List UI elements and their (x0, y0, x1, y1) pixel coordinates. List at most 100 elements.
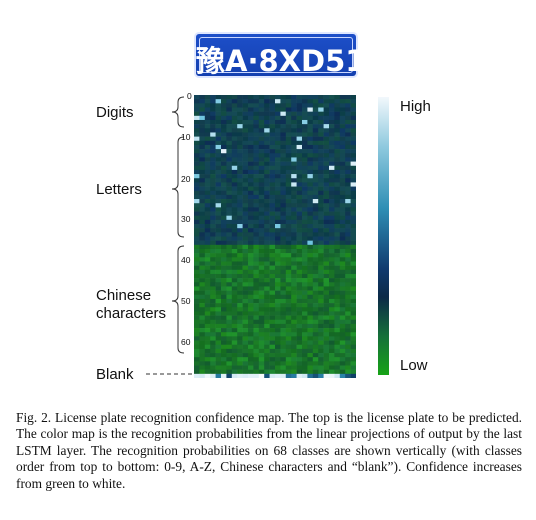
heatmap-cell (221, 211, 227, 216)
heatmap-cell (323, 307, 330, 312)
heatmap-cell (318, 199, 324, 204)
heatmap-cell (307, 348, 314, 354)
heatmap-cell (215, 315, 222, 321)
heatmap-cell (226, 336, 233, 341)
heatmap-cell (275, 323, 281, 329)
heatmap-cell (248, 240, 254, 246)
heatmap-cell (350, 373, 356, 378)
heatmap-cell (291, 99, 297, 104)
heatmap-cell (226, 95, 233, 100)
heatmap-cell (199, 248, 206, 254)
heatmap-cell (253, 298, 260, 304)
heatmap-cell (264, 174, 270, 179)
heatmap-cell (312, 161, 319, 167)
heatmap-cell (221, 319, 227, 325)
heatmap-cell (194, 182, 200, 187)
heatmap-cell (237, 307, 243, 312)
heatmap-cell (199, 178, 206, 183)
heatmap-cell (280, 194, 287, 200)
heatmap-cell (210, 336, 216, 341)
heatmap-cell (275, 136, 281, 142)
heatmap-cell (329, 261, 335, 266)
heatmap-cell (345, 307, 351, 312)
heatmap-cell (291, 336, 297, 341)
heatmap-cell (269, 224, 276, 229)
heatmap-cell (345, 169, 351, 175)
heatmap-cell (199, 124, 206, 129)
heatmap-cell (307, 361, 314, 366)
heatmap-cell (318, 224, 324, 229)
heatmap-cell (329, 199, 335, 204)
heatmap-cell (248, 95, 254, 100)
heatmap-cell (312, 107, 319, 112)
heatmap-cell (350, 199, 356, 204)
heatmap-cell (210, 119, 216, 125)
heatmap-cell (345, 282, 351, 287)
heatmap-cell (194, 174, 200, 179)
heatmap-cell (226, 307, 233, 312)
heatmap-cell (296, 111, 303, 117)
heatmap-cell (237, 136, 243, 142)
heatmap-cell (269, 178, 276, 183)
heatmap-cell (318, 186, 324, 192)
heatmap-cell (350, 228, 356, 233)
heatmap-cell (302, 103, 308, 108)
heatmap-cell (199, 328, 206, 333)
heatmap-cell (237, 144, 243, 150)
heatmap-cell (329, 290, 335, 296)
heatmap-cell (237, 99, 243, 104)
heatmap-cell (248, 111, 254, 117)
heatmap-cell (258, 207, 265, 212)
heatmap-cell (258, 248, 265, 254)
heatmap-cell (264, 311, 270, 316)
heatmap-cell (237, 298, 243, 304)
heatmap-cell (318, 290, 324, 296)
heatmap-cell (302, 99, 308, 104)
heatmap-cell (329, 273, 335, 279)
heatmap-cell (334, 103, 341, 108)
heatmap-cell (318, 340, 324, 345)
heatmap-cell (264, 199, 270, 204)
heatmap-cell (350, 340, 356, 345)
heatmap-cell (334, 278, 341, 283)
heatmap-cell (345, 332, 351, 337)
heatmap-cell (350, 115, 356, 121)
heatmap-cell (350, 257, 356, 262)
heatmap-cell (231, 294, 238, 300)
heatmap-cell (210, 95, 216, 100)
heatmap-cell (275, 282, 281, 287)
heatmap-cell (204, 95, 211, 100)
heatmap-cell (345, 165, 351, 171)
heatmap-cell (210, 369, 216, 375)
heatmap-cell (329, 136, 335, 142)
heatmap-cell (302, 373, 308, 378)
heatmap-cell (210, 99, 216, 104)
heatmap-cell (258, 169, 265, 175)
heatmap-cell (291, 199, 297, 204)
heatmap-cell (285, 211, 292, 216)
heatmap-cell (307, 161, 314, 167)
heatmap-cell (307, 103, 314, 108)
heatmap-cell (329, 240, 335, 246)
heatmap-cell (253, 169, 260, 175)
heatmap-cell (210, 103, 216, 108)
heatmap-cell (280, 353, 287, 358)
heatmap-cell (280, 224, 287, 229)
heatmap-cell (285, 224, 292, 229)
heatmap-cell (253, 124, 260, 129)
heatmap-cell (264, 282, 270, 287)
heatmap-cell (345, 224, 351, 229)
heatmap-cell (312, 361, 319, 366)
heatmap-cell (323, 182, 330, 187)
heatmap-cell (296, 323, 303, 329)
heatmap-cell (291, 303, 297, 308)
heatmap-cell (215, 157, 222, 162)
heatmap-cell (334, 219, 341, 225)
heatmap-cell (204, 336, 211, 341)
heatmap-cell (307, 153, 314, 158)
heatmap-cell (280, 257, 287, 262)
heatmap-cell (329, 332, 335, 337)
heatmap-cell (302, 344, 308, 350)
heatmap-cell (345, 219, 351, 225)
heatmap-cell (323, 178, 330, 183)
